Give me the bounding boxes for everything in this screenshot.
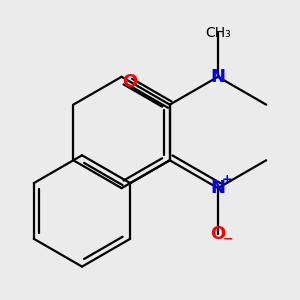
Text: O: O [123, 73, 138, 91]
Text: −: − [223, 233, 233, 246]
Text: CH₃: CH₃ [205, 26, 231, 40]
Text: O: O [210, 225, 226, 243]
Text: +: + [222, 173, 233, 186]
Text: N: N [211, 179, 226, 197]
Text: N: N [211, 68, 226, 86]
